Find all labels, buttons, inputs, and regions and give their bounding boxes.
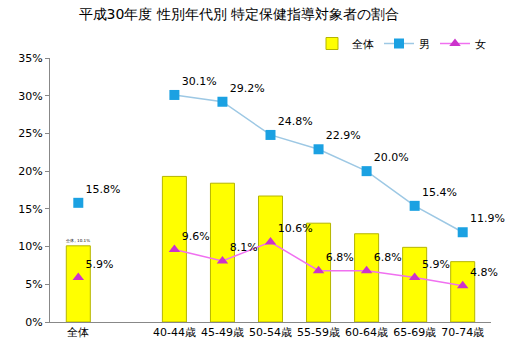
svg-text:22.9%: 22.9% xyxy=(326,129,361,142)
svg-text:全体, 10.1%: 全体, 10.1% xyxy=(66,238,90,243)
svg-text:20.0%: 20.0% xyxy=(374,151,409,164)
svg-text:全体: 全体 xyxy=(352,38,374,51)
svg-text:30%: 30% xyxy=(18,90,42,103)
svg-text:9.6%: 9.6% xyxy=(182,230,210,243)
svg-text:35%: 35% xyxy=(18,52,42,65)
svg-text:8.1%: 8.1% xyxy=(230,241,258,254)
svg-text:10.6%: 10.6% xyxy=(278,222,313,235)
svg-text:55-59歳: 55-59歳 xyxy=(297,326,340,339)
svg-text:25%: 25% xyxy=(18,127,42,140)
svg-text:女: 女 xyxy=(475,38,486,51)
svg-text:29.2%: 29.2% xyxy=(230,82,265,95)
svg-text:15.4%: 15.4% xyxy=(422,186,457,199)
svg-text:5%: 5% xyxy=(25,278,42,291)
svg-text:60-64歳: 60-64歳 xyxy=(345,326,388,339)
svg-text:0%: 0% xyxy=(25,316,42,329)
svg-text:45-49歳: 45-49歳 xyxy=(201,326,244,339)
svg-text:40-44歳: 40-44歳 xyxy=(153,326,196,339)
svg-text:15%: 15% xyxy=(18,203,42,216)
svg-text:70-74歳: 70-74歳 xyxy=(441,326,484,339)
svg-text:65-69歳: 65-69歳 xyxy=(393,326,436,339)
svg-text:6.8%: 6.8% xyxy=(326,251,354,264)
svg-text:24.8%: 24.8% xyxy=(278,115,313,128)
svg-text:10%: 10% xyxy=(18,240,42,253)
svg-text:全体: 全体 xyxy=(67,326,89,339)
svg-text:30.1%: 30.1% xyxy=(182,75,217,88)
svg-text:50-54歳: 50-54歳 xyxy=(249,326,292,339)
svg-text:平成30年度 性別年代別 特定保健指導対象者の割合: 平成30年度 性別年代別 特定保健指導対象者の割合 xyxy=(79,6,400,22)
svg-text:5.9%: 5.9% xyxy=(422,258,450,271)
svg-text:4.8%: 4.8% xyxy=(470,266,498,279)
svg-text:5.9%: 5.9% xyxy=(86,258,114,271)
svg-text:男: 男 xyxy=(419,38,430,51)
svg-text:20%: 20% xyxy=(18,165,42,178)
svg-text:15.8%: 15.8% xyxy=(86,183,121,196)
svg-text:6.8%: 6.8% xyxy=(374,251,402,264)
svg-text:11.9%: 11.9% xyxy=(470,212,505,225)
